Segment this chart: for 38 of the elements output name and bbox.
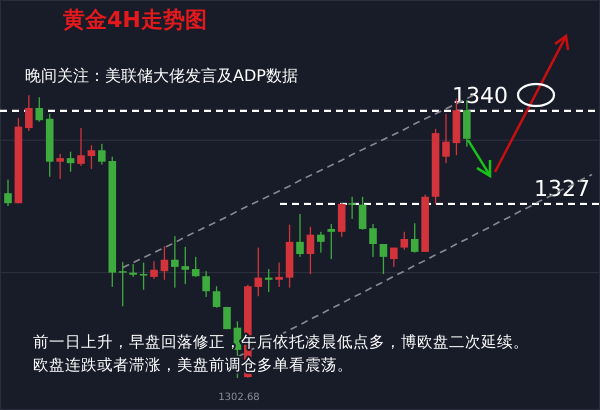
ref-line-label: 1340: [452, 84, 508, 109]
candlestick: [181, 246, 190, 285]
candlestick: [306, 226, 314, 275]
candlestick: [400, 231, 408, 250]
candlestick: [369, 223, 377, 258]
candlestick: [140, 262, 148, 290]
candlestick: [35, 96, 44, 122]
candlestick: [202, 270, 210, 298]
candlestick: [66, 151, 74, 172]
candlestick: [390, 246, 398, 268]
candlestick: [160, 245, 168, 280]
candlestick: [348, 196, 356, 220]
candlestick: [118, 261, 127, 307]
candlestick: [77, 127, 85, 167]
candlestick: [212, 286, 220, 308]
candlestick: [88, 144, 96, 170]
candlestick: [4, 178, 12, 207]
candlestick: [442, 113, 450, 164]
candlestick: [25, 94, 33, 132]
chart-title: 黄金4H走势图: [62, 8, 207, 33]
candlestick: [410, 222, 419, 254]
candlestick: [171, 235, 179, 288]
candlestick: [380, 243, 388, 275]
annotation: 1302.68: [218, 392, 260, 403]
candlestick: [296, 213, 304, 258]
annotation: 前一日上升，早盘回落修正，午后依托凌晨低点多，博欧盘二次延续。: [33, 333, 529, 351]
ref-line-label: 1327: [534, 176, 590, 202]
text: 晚间关注：美联储大佬发言及ADP数据: [25, 66, 298, 85]
candlestick: [327, 223, 336, 260]
candlestick: [264, 268, 273, 293]
candlestick: [56, 153, 64, 180]
candlestick: [275, 262, 283, 288]
candlestick: [98, 143, 106, 166]
candlestick: [317, 231, 325, 254]
candlestick: [192, 256, 200, 278]
candlestick: [150, 260, 158, 280]
candlestick: [129, 263, 137, 278]
candlestick: [254, 246, 262, 297]
